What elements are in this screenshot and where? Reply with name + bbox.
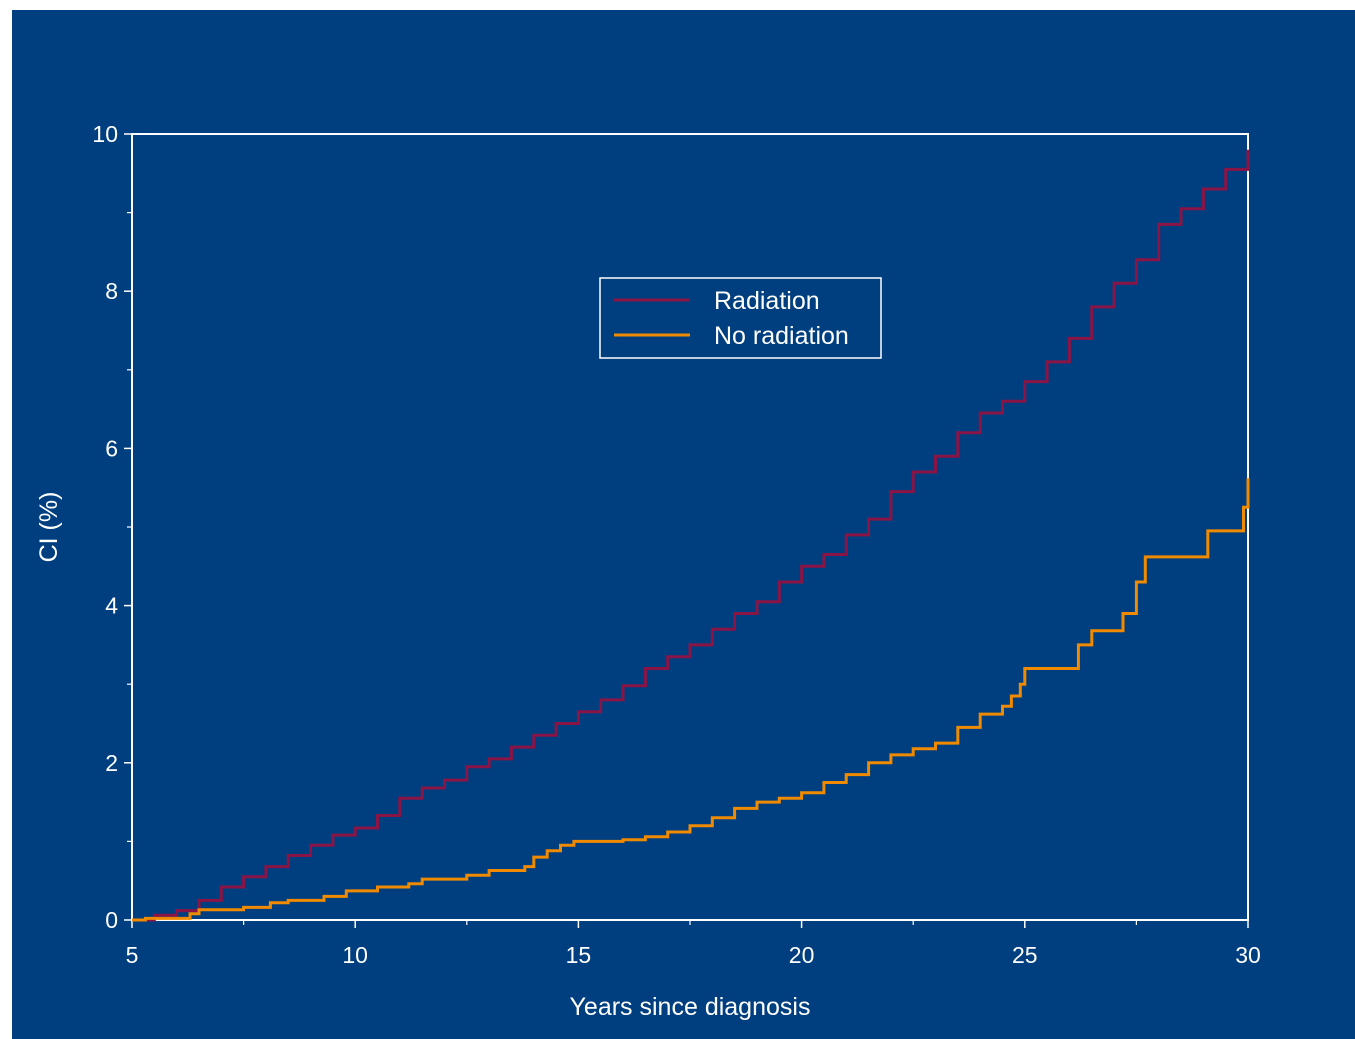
x-tick-label: 10: [342, 942, 368, 968]
legend: Radiation No radiation: [599, 277, 882, 359]
x-axis-label: Years since diagnosis: [570, 993, 811, 1021]
y-axis-ticks: 0 2 4 6 8 10: [92, 121, 132, 933]
x-tick-label: 5: [126, 942, 139, 968]
y-tick-label: 6: [105, 435, 118, 461]
x-tick-label: 30: [1235, 942, 1261, 968]
y-tick-label: 8: [105, 278, 118, 304]
y-tick-label: 4: [105, 593, 118, 619]
legend-label-radiation: Radiation: [714, 287, 820, 315]
y-tick-label: 2: [105, 750, 118, 776]
x-tick-label: 15: [566, 942, 592, 968]
legend-box: [599, 277, 882, 359]
y-tick-label: 10: [92, 121, 118, 147]
x-tick-label: 25: [1012, 942, 1038, 968]
series-line-no-radiation: [132, 478, 1250, 922]
x-axis-ticks: 5 10 15 20 25 30: [126, 920, 1261, 968]
chart-panel: [12, 10, 1355, 1039]
series-line-radiation: [132, 149, 1250, 922]
y-tick-label: 0: [105, 907, 118, 933]
series-layer: [132, 149, 1250, 922]
plot-area: [131, 133, 1249, 921]
y-axis-label: CI (%): [35, 492, 63, 563]
x-tick-label: 20: [789, 942, 815, 968]
legend-label-no-radiation: No radiation: [714, 322, 849, 350]
